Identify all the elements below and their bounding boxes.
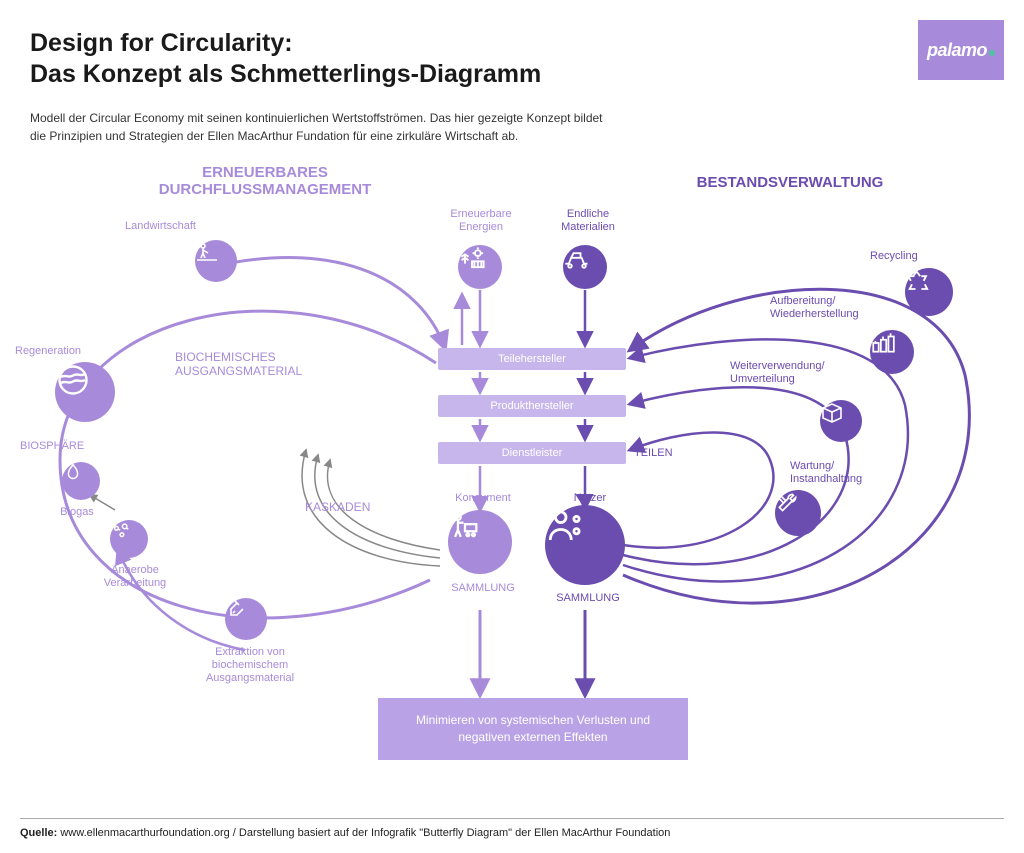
title-line1: Design for Circularity: (30, 29, 293, 57)
footer: Quelle: www.ellenmacarthurfoundation.org… (20, 818, 1004, 839)
cascades-label: KASKADEN (305, 500, 370, 514)
title-line2: Das Konzept als Schmetterlings-Diagramm (30, 60, 541, 88)
biosphere-label: BIOSPHÄRE (20, 440, 100, 453)
user-icon (545, 505, 625, 585)
maintain-icon (775, 490, 821, 536)
redistribute-label: Weiterverwendung/ Umverteilung (730, 360, 870, 386)
regeneration-icon (55, 362, 115, 422)
finite-materials-icon (563, 245, 607, 289)
butterfly-diagram: ERNEUERBARES DURCHFLUSSMANAGEMENT BESTAN… (0, 150, 1024, 790)
user-label: Nutzer (565, 492, 615, 505)
footer-text: www.ellenmacarthurfoundation.org / Darst… (57, 827, 670, 839)
renewable-energy-icon (458, 245, 502, 289)
stage-service: Dienstleister (438, 442, 626, 464)
stage-parts: Teilehersteller (438, 348, 626, 370)
stage-product: Produkthersteller (438, 395, 626, 417)
collection-left-label: SAMMLUNG (450, 582, 516, 595)
renewable-energy-label: Erneuerbare Energien (438, 208, 524, 234)
footer-label: Quelle: (20, 827, 57, 839)
anaerobic-icon (110, 520, 148, 558)
agriculture-label: Landwirtschaft (125, 220, 225, 233)
recycling-icon (905, 268, 953, 316)
refurbish-label: Aufbereitung/ Wiederherstellung (770, 295, 900, 321)
consumer-label: Konsument (450, 492, 516, 505)
feedstock-label: BIOCHEMISCHES AUSGANGSMATERIAL (175, 350, 315, 378)
biogas-icon (62, 462, 100, 500)
agriculture-icon (195, 240, 237, 282)
biogas-label: Biogas (52, 506, 102, 519)
maintain-label: Wartung/ Instandhaltung (790, 460, 900, 486)
refurbish-icon (870, 330, 914, 374)
brand-logo: palamo (918, 20, 1004, 80)
subtitle: Modell der Circular Economy mit seinen k… (0, 91, 640, 145)
regeneration-label: Regeneration (15, 345, 95, 358)
leak-box: Minimieren von systemischen Verlusten un… (378, 698, 688, 760)
extraction-icon (225, 598, 267, 640)
finite-materials-label: Endliche Materialien (548, 208, 628, 234)
anaerobic-label: Anaerobe Verarbeitung (90, 564, 180, 590)
collection-right-label: SAMMLUNG (555, 592, 621, 605)
consumer-icon (448, 510, 512, 574)
redistribute-icon (820, 400, 862, 442)
recycling-label: Recycling (870, 250, 950, 263)
share-label: TEILEN (634, 447, 673, 460)
extraction-label: Extraktion von biochemischem Ausgangsmat… (195, 646, 305, 686)
